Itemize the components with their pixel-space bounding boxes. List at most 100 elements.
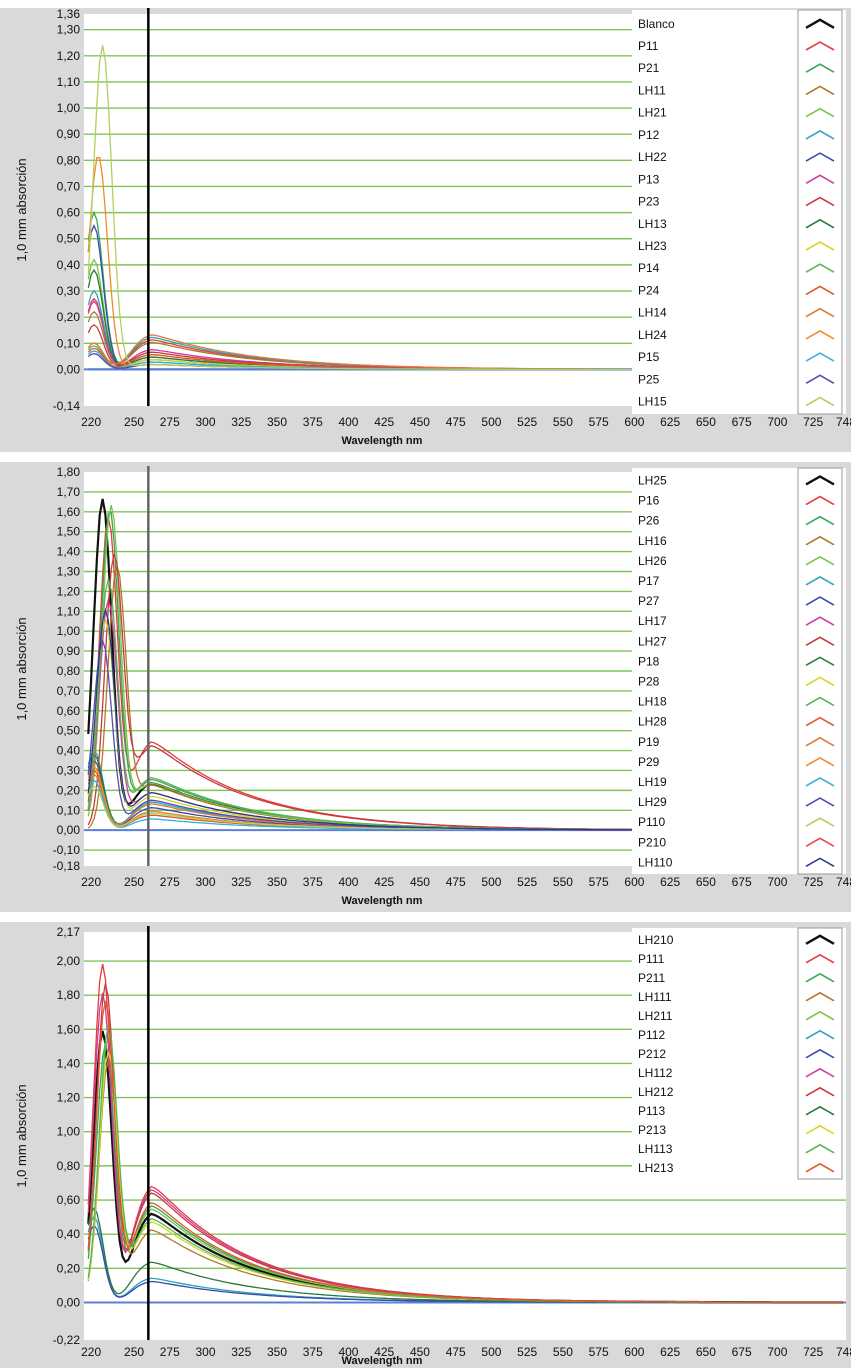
- y-tick-label: 1,00: [57, 1125, 81, 1139]
- legend-label: P12: [638, 128, 660, 142]
- x-tick-label: 700: [767, 875, 787, 889]
- legend-swatch: [805, 374, 835, 385]
- legend-label: LH13: [638, 217, 667, 231]
- legend-swatch: [805, 1143, 835, 1154]
- x-tick-label: 748: [836, 415, 851, 429]
- legend-swatch: [805, 307, 835, 318]
- y-tick-label: 0,70: [57, 179, 81, 193]
- x-tick-label: 400: [338, 1345, 358, 1359]
- legend-label: LH211: [638, 1009, 673, 1023]
- y-tick-label: -0,10: [53, 843, 81, 857]
- legend-label: LH14: [638, 306, 667, 320]
- chart-panel-3: 2,17 2,00 1,80 1,60 1,40 1,20 1,00 0,80 0,60 0,40…: [0, 922, 851, 1368]
- legend-label: P19: [638, 735, 660, 749]
- legend-label: LH213: [638, 1161, 674, 1175]
- x-tick-label: 300: [196, 1345, 216, 1359]
- legend-swatch: [805, 777, 835, 787]
- legend-swatch: [805, 1048, 835, 1059]
- legend-swatch: [805, 515, 835, 526]
- x-tick-label: 650: [696, 875, 716, 889]
- x-tick-label: 600: [624, 415, 644, 429]
- legend-swatch: [805, 352, 835, 362]
- legend-swatch: [805, 495, 835, 506]
- legend-label: LH112: [638, 1066, 673, 1080]
- legend-swatch: [805, 218, 835, 229]
- x-tick-label: 525: [517, 1345, 537, 1359]
- x-tick-label: 250: [124, 875, 144, 889]
- x-tick-label: 220: [81, 415, 101, 429]
- legend-swatch: [805, 241, 835, 251]
- x-tick-label: 550: [553, 875, 573, 889]
- x-tick-label: 250: [124, 415, 144, 429]
- x-tick-label: 625: [660, 875, 680, 889]
- legend-swatch: [805, 475, 835, 486]
- x-tick-label: 475: [446, 875, 466, 889]
- legend-label: P21: [638, 61, 660, 75]
- x-tick-label: 725: [803, 1345, 823, 1359]
- y-tick-label: 0,10: [57, 336, 81, 350]
- y-axis-label: 1,0 mm absorción: [14, 617, 29, 720]
- x-tick-label: 525: [517, 875, 537, 889]
- legend-swatch: [805, 616, 835, 626]
- x-tick-label: 600: [624, 875, 644, 889]
- y-tick-label: 1,30: [57, 23, 81, 37]
- y-tick-label: 0,20: [57, 310, 81, 324]
- legend-swatch: [805, 285, 835, 296]
- legend-swatch: [805, 1162, 835, 1173]
- legend-swatch: [805, 1086, 835, 1097]
- x-axis-label: Wavelength nm: [342, 1355, 423, 1367]
- legend-swatch: [805, 953, 835, 964]
- y-tick-label: 1,10: [57, 604, 81, 618]
- x-tick-label: 275: [160, 1345, 180, 1359]
- legend-label: P15: [638, 350, 660, 364]
- y-tick-label: 1,20: [57, 49, 81, 63]
- legend-swatch-column: [797, 927, 843, 1180]
- x-tick-label: 275: [160, 415, 180, 429]
- legend-swatch: [805, 934, 835, 945]
- legend-swatch: [805, 107, 835, 118]
- legend-label: LH17: [638, 614, 667, 628]
- legend-swatch: [805, 676, 835, 687]
- x-tick-label: 300: [196, 875, 216, 889]
- x-tick-label: 220: [81, 1345, 101, 1359]
- legend-swatch: [805, 1029, 835, 1040]
- legend-swatch: [805, 716, 835, 727]
- legend-swatch: [805, 1010, 835, 1021]
- x-tick-label: 425: [374, 415, 394, 429]
- chart-panel-2: 1,80 1,70 1,60 1,50 1,40 1,30 1,20 1,10 1,00 0,90…: [0, 462, 851, 912]
- y-tick-label: 0,80: [57, 1159, 81, 1173]
- legend-swatch: [805, 85, 835, 96]
- legend-label: LH29: [638, 795, 667, 809]
- chart-panel-1: 1,36 1,30 1,20 1,10 1,00 0,90 0,80 0,70 0,60 0,50…: [0, 7, 851, 452]
- x-tick-label: 625: [660, 1345, 680, 1359]
- legend-swatch: [805, 636, 835, 646]
- legend-label: P27: [638, 594, 660, 608]
- y-tick-label: 1,50: [57, 525, 81, 539]
- x-tick-label: 275: [160, 875, 180, 889]
- y-tick-label: 0,40: [57, 258, 81, 272]
- legend-swatch: [805, 1105, 835, 1116]
- legend-label: P29: [638, 755, 660, 769]
- legend-label: P210: [638, 835, 666, 849]
- y-axis-label: 1,0 mm absorción: [14, 1084, 29, 1187]
- x-tick-label: 525: [517, 415, 537, 429]
- legend-swatch: [805, 555, 835, 566]
- legend-swatch: [805, 396, 835, 407]
- x-tick-label: 350: [267, 875, 287, 889]
- y-tick-label: 0,80: [57, 664, 81, 678]
- y-tick-label: 0,90: [57, 127, 81, 141]
- y-tick-label: 0,80: [57, 153, 81, 167]
- legend-label: LH212: [638, 1085, 674, 1099]
- legend-swatch: [805, 329, 835, 340]
- x-tick-label: 675: [732, 415, 752, 429]
- y-tick-label: 1,30: [57, 564, 81, 578]
- legend-label: LH27: [638, 634, 667, 648]
- y-tick-label: 1,80: [57, 465, 81, 479]
- y-tick-label: 0,30: [57, 763, 81, 777]
- x-tick-label: 600: [624, 1345, 644, 1359]
- legend-label: LH28: [638, 715, 667, 729]
- x-tick-label: 400: [338, 415, 358, 429]
- x-axis-label: Wavelength nm: [342, 895, 423, 907]
- legend-label: LH25: [638, 473, 667, 487]
- legend-swatch: [805, 41, 835, 51]
